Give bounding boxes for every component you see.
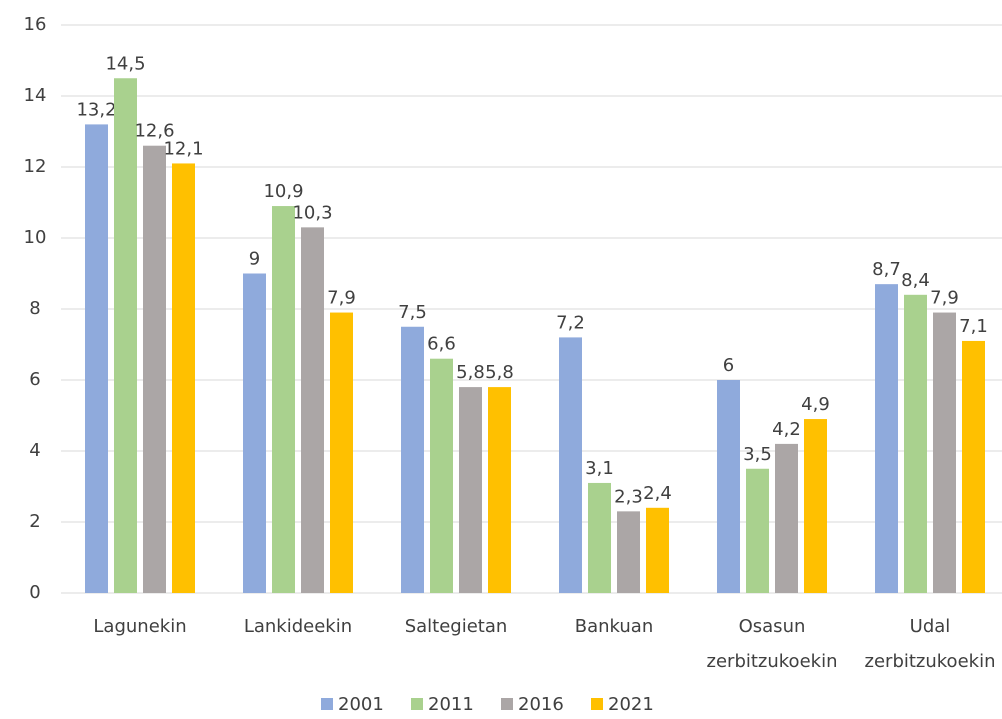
value-label: 5,8 [485,362,514,383]
x-tick-label: Lankideekin [244,616,352,637]
bar [875,284,898,593]
value-label: 4,2 [772,419,801,440]
value-label: 8,4 [901,270,930,291]
bar [488,387,511,593]
value-label: 5,8 [456,362,485,383]
value-label: 14,5 [105,53,145,74]
x-tick-label: Udal zerbitzukoekin [865,616,996,672]
bar [459,387,482,593]
bar [746,468,769,593]
bar [401,326,424,593]
x-tick-label: Saltegietan [405,616,508,637]
y-tick-label: 0 [29,582,40,603]
value-label: 6 [723,355,734,376]
bar [172,163,195,593]
bar [933,312,956,593]
value-label: 7,9 [930,288,959,309]
bar [962,340,985,593]
y-tick-label: 10 [24,227,47,248]
value-label: 8,7 [872,259,901,280]
value-label: 7,5 [398,302,427,323]
bar [559,337,582,593]
legend-swatch [321,698,333,710]
bar [114,78,137,593]
value-label: 9 [249,249,260,270]
value-label: 6,6 [427,334,456,355]
bar [717,380,740,593]
value-label: 2,4 [643,483,672,504]
y-tick-label: 12 [24,156,47,177]
bar [272,206,295,594]
value-label: 7,1 [959,316,988,337]
legend-label: 2021 [608,694,654,715]
bar [804,419,827,593]
y-tick-label: 2 [29,511,40,532]
bar [143,145,166,593]
y-tick-label: 14 [24,85,47,106]
y-tick-label: 6 [29,369,40,390]
bar [588,482,611,593]
value-label: 2,3 [614,486,643,507]
bar [330,312,353,593]
y-tick-label: 16 [24,14,47,35]
value-label: 13,2 [76,99,116,120]
bar [775,443,798,593]
legend-label: 2011 [428,694,474,715]
legend-label: 2016 [518,694,564,715]
legend-swatch [501,698,513,710]
value-label: 12,6 [134,121,174,142]
legend-swatch [411,698,423,710]
value-label: 3,1 [585,458,614,479]
legend-label: 2001 [338,694,384,715]
bar [646,507,669,593]
value-label: 12,1 [163,138,203,159]
x-tick-label: Osasun zerbitzukoekin [707,616,838,672]
x-tick-label: Bankuan [575,616,654,637]
bar [617,511,640,593]
bar [85,124,108,594]
bar [430,358,453,593]
value-label: 7,9 [327,288,356,309]
legend-swatch [591,698,603,710]
x-tick-label: Lagunekin [93,616,186,637]
bar [301,227,324,593]
value-label: 3,5 [743,444,772,465]
value-label: 10,3 [292,202,332,223]
value-label: 7,2 [556,312,585,333]
y-tick-label: 8 [29,298,40,319]
y-tick-label: 4 [29,440,40,461]
value-label: 4,9 [801,394,830,415]
bar [243,273,266,593]
value-label: 10,9 [263,181,303,202]
bar [904,294,927,593]
